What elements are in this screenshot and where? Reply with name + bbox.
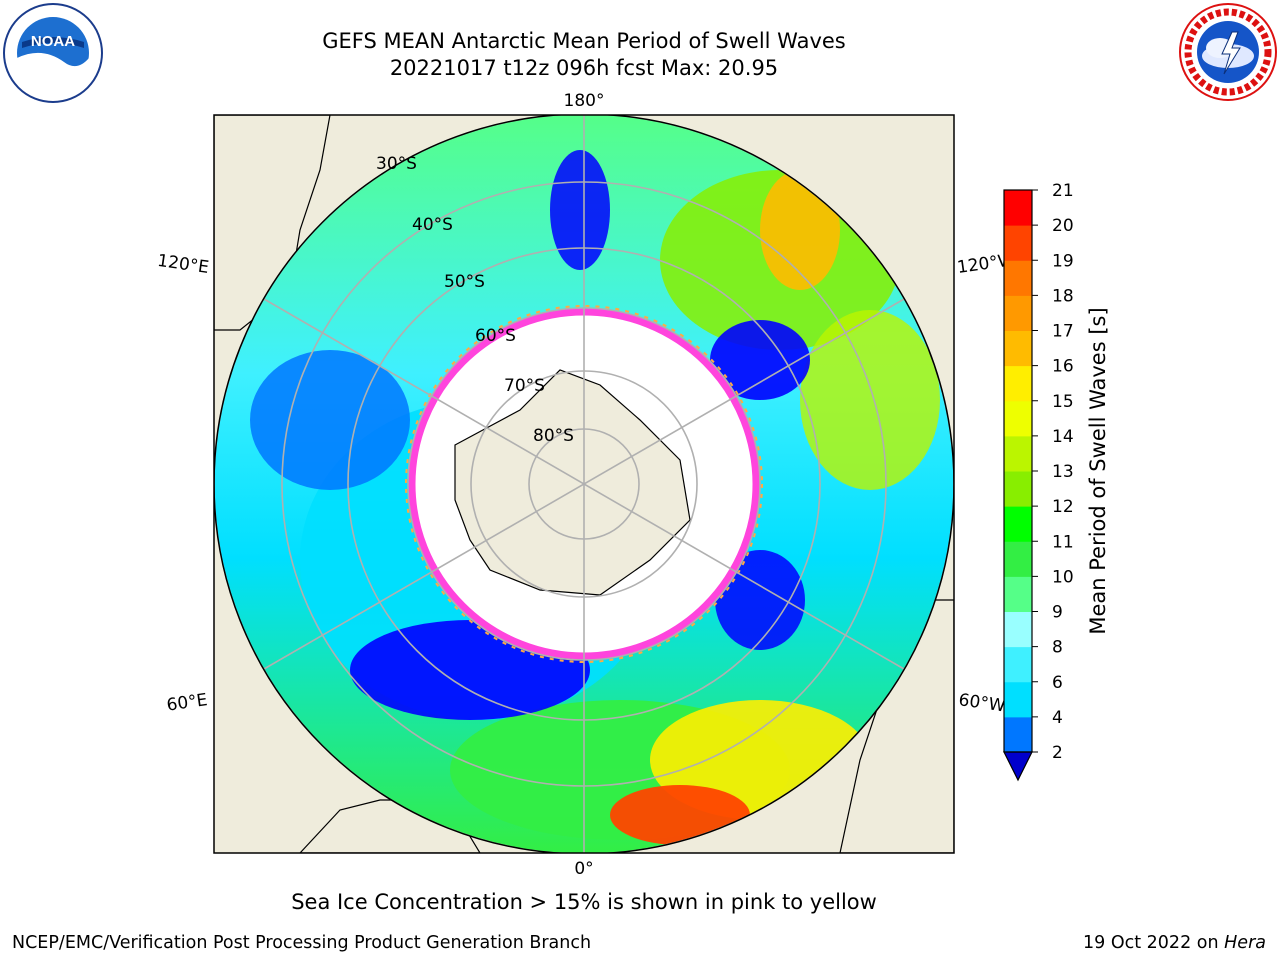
lon-label-180: 180°: [564, 91, 605, 111]
lon-label-60e: 60°E: [165, 690, 208, 715]
colorbar-segment: [1004, 365, 1032, 402]
footer-credit: NCEP/EMC/Verification Post Processing Pr…: [12, 933, 592, 953]
colorbar-segment: [1004, 576, 1032, 612]
colorbar-segment: [1004, 190, 1032, 226]
lat-label-80s: 80°S: [533, 426, 574, 446]
footer-date: 19 Oct 2022 on Hera: [1083, 933, 1266, 953]
lon-label-120e: 120°E: [156, 251, 210, 278]
colorbar-tick-label: 2: [1052, 743, 1063, 763]
colorbar-segment: [1004, 260, 1032, 296]
west-australia-region: [250, 350, 410, 490]
chart-subtitle: 20221017 t12z 096h fcst Max: 20.95: [389, 56, 779, 80]
sea-ice-fringe: [405, 305, 763, 663]
colorbar-tick-label: 9: [1052, 603, 1063, 623]
footer-date-text: 19 Oct 2022 on: [1083, 933, 1225, 953]
colorbar-tick-label: 10: [1052, 567, 1074, 587]
tasman-short-swell: [550, 150, 610, 270]
colorbar-segment: [1004, 330, 1032, 367]
colorbar-segment: [1004, 400, 1032, 437]
lat-label-60s: 60°S: [475, 326, 516, 346]
colorbar-tick-label: 13: [1052, 462, 1074, 482]
colorbar-tick-label: 14: [1052, 427, 1074, 447]
colorbar-tick-label: 20: [1052, 216, 1074, 236]
colorbar-title: Mean Period of Swell Waves [s]: [1086, 307, 1110, 634]
noaa-logo-text: NOAA: [31, 33, 75, 50]
colorbar-tick-label: 17: [1052, 322, 1074, 342]
colorbar-tick-label: 12: [1052, 497, 1074, 517]
colorbar-segment: [1004, 225, 1032, 261]
colorbar-segment: [1004, 541, 1032, 577]
colorbar-tick-label: 4: [1052, 708, 1063, 728]
lat-label-40s: 40°S: [412, 215, 453, 235]
colorbar-tick-label: 11: [1052, 532, 1074, 552]
east-pacific-region: [800, 310, 940, 490]
colorbar-segment: [1004, 646, 1032, 683]
colorbar-segment: [1004, 435, 1032, 472]
colorbar-segment: [1004, 471, 1032, 507]
colorbar-extend-arrow: [1003, 751, 1033, 782]
map-area: [214, 115, 954, 853]
colorbar-segment: [1004, 611, 1032, 648]
nws-logo: [1179, 3, 1277, 101]
colorbar: 2 4 6 8 9 10 11 12 13 14 15 16 17 18 19 20 21: [1003, 181, 1074, 782]
lat-label-30s: 30°S: [376, 154, 417, 174]
lat-label-70s: 70°S: [504, 376, 545, 396]
colorbar-segment: [1004, 295, 1032, 331]
colorbar-tick-label: 21: [1052, 181, 1074, 201]
colorbar-segment: [1004, 506, 1032, 542]
sea-ice-note: Sea Ice Concentration > 15% is shown in …: [291, 890, 877, 914]
colorbar-tick-label: 18: [1052, 286, 1074, 306]
graticule: [214, 115, 954, 853]
lon-label-60w: 60°W: [957, 690, 1006, 716]
chart-title: GEFS MEAN Antarctic Mean Period of Swell…: [322, 29, 846, 53]
colorbar-tick-label: 8: [1052, 638, 1063, 658]
amundsen-short-swell: [710, 320, 810, 400]
colorbar-tick-label: 16: [1052, 357, 1074, 377]
noaa-logo: NOAA: [3, 3, 103, 103]
colorbar-tick-label: 6: [1052, 673, 1063, 693]
colorbar-segment: [1004, 716, 1032, 753]
colorbar-tick-label: 15: [1052, 392, 1074, 412]
lon-label-0: 0°: [574, 859, 593, 879]
colorbar-tick-label: 19: [1052, 251, 1074, 271]
lat-label-50s: 50°S: [444, 272, 485, 292]
map-frame: [213, 114, 955, 854]
footer-host: Hera: [1224, 933, 1266, 953]
colorbar-segment: [1004, 681, 1032, 718]
weddell-short-swell: [715, 550, 805, 650]
